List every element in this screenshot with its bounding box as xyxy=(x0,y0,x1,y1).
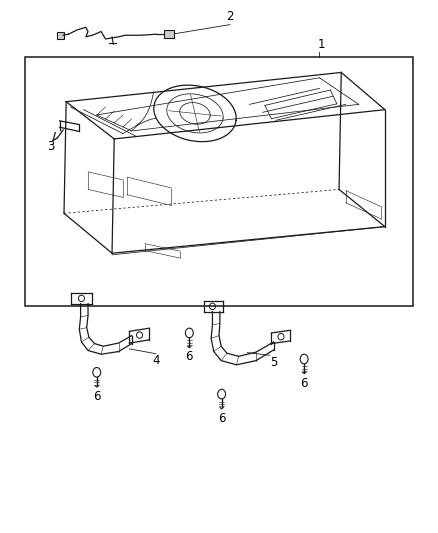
Text: 6: 6 xyxy=(218,411,226,425)
Text: 5: 5 xyxy=(271,356,278,369)
Text: 2: 2 xyxy=(226,10,233,23)
Text: 6: 6 xyxy=(300,376,308,390)
Text: 6: 6 xyxy=(186,351,193,364)
Bar xyxy=(25,56,413,306)
Bar xyxy=(164,30,174,38)
Bar xyxy=(57,31,64,39)
Text: 3: 3 xyxy=(47,140,55,153)
Text: 1: 1 xyxy=(317,38,325,51)
Text: 4: 4 xyxy=(152,354,159,367)
Text: 6: 6 xyxy=(93,390,100,403)
